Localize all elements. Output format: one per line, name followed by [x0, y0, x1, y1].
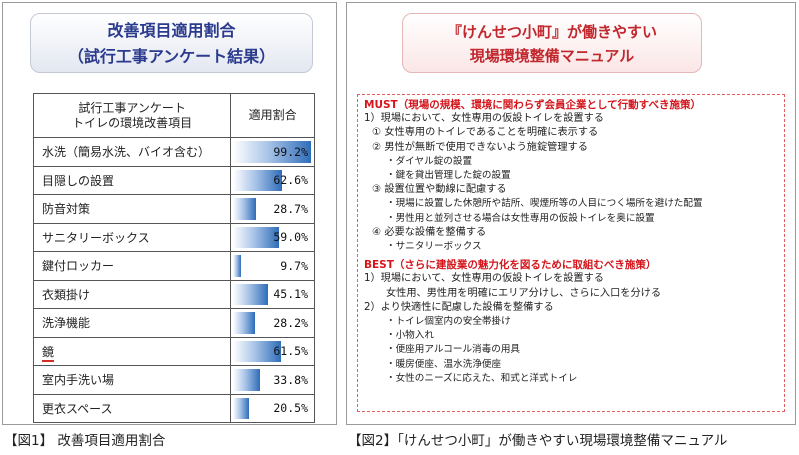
rate-value: 28.2% [273, 315, 308, 330]
manual-line: ・現場に設置した休憩所や詰所、喫煙所等の人目につく場所を避けた配置 [386, 198, 703, 210]
table-header-row: 試行工事アンケート トイレの環境改善項目 適用割合 [32, 93, 315, 138]
manual-line: ② 男性が無断で使用できないよう施錠管理する [372, 141, 588, 153]
rate-bar [233, 397, 250, 419]
manual-line: ・便座用アルコール消毒の用具 [386, 344, 521, 356]
rate-value: 62.6% [273, 173, 308, 188]
table-body: 水洗（簡易水洗、バイオ含む） 99.2% 目隠しの設置 62.6% 防音対策 28.7% サ… [32, 137, 315, 423]
manual-line: ・小物入れ [386, 330, 434, 342]
figure-2: 『けんせつ小町』が働きやすい 現場環境整備マニュアル MUST（現場の規模、環境… [346, 2, 796, 425]
manual-line: ③ 設置位置や動線に配慮する [372, 184, 507, 196]
row-item-label: 水洗（簡易水洗、バイオ含む） [42, 145, 211, 160]
table-row: 室内手洗い場 33.8% [32, 365, 315, 395]
rate-bar [233, 198, 256, 220]
rate-bar [233, 369, 260, 391]
row-item-label: 衣類掛け [42, 287, 91, 302]
figure-1-caption: 【図1】 改善項目適用割合 [4, 433, 166, 449]
row-rate-cell: 45.1% [230, 279, 315, 309]
manual-line: ④ 必要な設備を整備する [372, 226, 487, 238]
row-rate-cell: 61.5% [230, 336, 315, 366]
rate-bar [233, 312, 256, 334]
manual-line: 女性用、男性用を明確にエリア分けし、さらに入口を分ける [386, 287, 662, 299]
manual-line: ① 女性専用のトイレであることを明確に表示する [372, 127, 599, 139]
row-item-cell: 鏡 [32, 336, 232, 366]
row-item-cell: 目隠しの設置 [32, 165, 232, 195]
manual-line: ・トイレ個室内の安全帯掛け [386, 316, 511, 328]
table-row: サニタリーボックス 59.0% [32, 222, 315, 252]
row-item-cell: 更衣スペース [32, 393, 232, 423]
figure-1-title-line1: 改善項目適用割合 [107, 21, 236, 40]
improvement-rate-table: 試行工事アンケート トイレの環境改善項目 適用割合 水洗（簡易水洗、バイオ含む）… [32, 93, 315, 423]
manual-content-box: MUST（現場の規模、環境に関わらず会員企業として行動すべき施策） 1）現場におい… [357, 94, 785, 412]
figure-1: 改善項目適用割合 （試行工事アンケート結果） 試行工事アンケート トイレの環境改… [2, 2, 337, 425]
figure-2-caption: 【図2】「けんせつ小町」が働きやすい現場環境整備マニュアル [348, 433, 728, 449]
manual-line: 1）現場において、女性専用の仮設トイレを設置する [364, 113, 604, 125]
figure-1-title-line2: （試行工事アンケート結果） [67, 47, 276, 66]
table-row: 目隠しの設置 62.6% [32, 165, 315, 195]
table-row: 鏡 61.5% [32, 336, 315, 366]
header-rate: 適用割合 [230, 93, 315, 138]
manual-line: ・ダイヤル錠の設置 [386, 155, 473, 167]
row-item-label: 洗浄機能 [42, 316, 91, 331]
row-rate-cell: 59.0% [230, 222, 315, 252]
row-rate-cell: 20.5% [230, 393, 315, 423]
row-item-cell: 室内手洗い場 [32, 365, 232, 395]
rate-bar [233, 255, 241, 277]
header-item-line1: 試行工事アンケート [78, 100, 186, 115]
rate-bar [233, 226, 280, 248]
rate-value: 61.5% [273, 344, 308, 359]
manual-line: ・女性のニーズに応えた、和式と洋式トイレ [386, 372, 578, 384]
rate-value: 9.7% [280, 258, 308, 273]
row-item-cell: 衣類掛け [32, 279, 232, 309]
table-row: 洗浄機能 28.2% [32, 308, 315, 338]
row-item-cell: サニタリーボックス [32, 222, 232, 252]
section-heading: BEST（さらに建設業の魅力化を図るために取組むべき施策） [364, 259, 657, 272]
row-rate-cell: 28.2% [230, 308, 315, 338]
figure-2-title: 『けんせつ小町』が働きやすい 現場環境整備マニュアル [402, 13, 702, 73]
row-item-label: 鍵付ロッカー [42, 259, 115, 274]
rate-value: 45.1% [273, 287, 308, 302]
row-item-label: 防音対策 [42, 202, 91, 217]
figure-2-title-line2: 現場環境整備マニュアル [469, 47, 635, 65]
header-item: 試行工事アンケート トイレの環境改善項目 [32, 93, 232, 138]
rate-bar [233, 141, 311, 163]
row-rate-cell: 99.2% [230, 137, 315, 167]
row-item-label: サニタリーボックス [42, 230, 150, 245]
row-item-label: 室内手洗い場 [42, 373, 115, 388]
manual-line: ・男性用と並列させる場合は女性専用の仮設トイレを奥に設置 [386, 212, 655, 224]
rate-value: 59.0% [273, 230, 308, 245]
rate-bar [233, 340, 282, 362]
table-row: 防音対策 28.7% [32, 194, 315, 224]
rate-value: 99.2% [273, 144, 308, 159]
section-heading: MUST（現場の規模、環境に関わらず会員企業として行動すべき施策） [364, 99, 701, 111]
manual-line: ・サニタリーボックス [386, 241, 482, 253]
row-item-cell: 洗浄機能 [32, 308, 232, 338]
row-rate-cell: 28.7% [230, 194, 315, 224]
manual-line: 1）現場において、女性専用の仮設トイレを設置する [364, 273, 604, 285]
manual-line: ・鍵を貸出管理した錠の設置 [386, 170, 511, 182]
row-item-cell: 防音対策 [32, 194, 232, 224]
rate-bar [233, 283, 269, 305]
row-item-label: 鏡 [42, 344, 55, 362]
manual-line: ・暖房便座、温水洗浄便座 [386, 358, 502, 370]
rate-value: 33.8% [273, 372, 308, 387]
rate-bar [233, 169, 283, 191]
row-item-cell: 鍵付ロッカー [32, 251, 232, 281]
row-item-label: 目隠しの設置 [42, 173, 115, 188]
table-row: 衣類掛け 45.1% [32, 279, 315, 309]
table-row: 鍵付ロッカー 9.7% [32, 251, 315, 281]
row-item-cell: 水洗（簡易水洗、バイオ含む） [32, 137, 232, 167]
figure-2-title-line1: 『けんせつ小町』が働きやすい [446, 23, 657, 41]
row-rate-cell: 9.7% [230, 251, 315, 281]
row-rate-cell: 62.6% [230, 165, 315, 195]
table-row: 水洗（簡易水洗、バイオ含む） 99.2% [32, 137, 315, 167]
header-item-line2: トイレの環境改善項目 [72, 115, 193, 130]
figure-1-title: 改善項目適用割合 （試行工事アンケート結果） [30, 13, 313, 73]
manual-line: 2）より快適性に配慮した設備を整備する [364, 301, 554, 313]
rate-value: 20.5% [273, 401, 308, 416]
row-rate-cell: 33.8% [230, 365, 315, 395]
rate-value: 28.7% [273, 201, 308, 216]
table-row: 更衣スペース 20.5% [32, 393, 315, 423]
row-item-label: 更衣スペース [42, 401, 113, 416]
